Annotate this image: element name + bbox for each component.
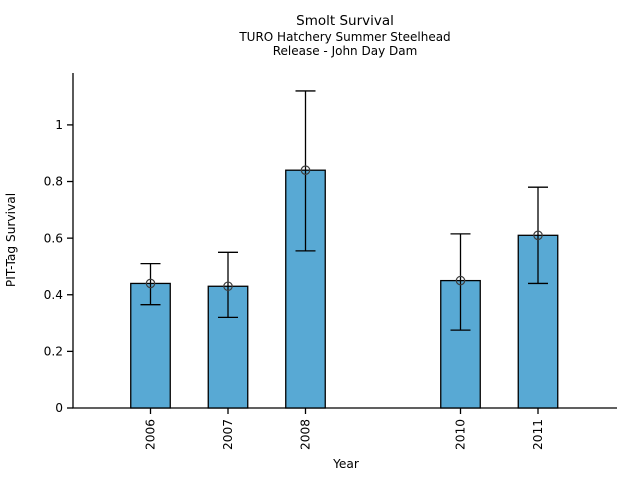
plot-area: 0 0.2 0.4 0.6 0.8 1 2006 2007 2008 2010 2011 (44, 73, 617, 450)
mean-marker-2006 (145, 278, 156, 289)
chart-subtitle-hatchery: TURO Hatchery Summer Steelhead (238, 30, 450, 44)
y-tick-label: 0 (55, 401, 63, 415)
chart-subtitle-release: Release - John Day Dam (273, 44, 418, 58)
x-tick-label-2008: 2008 (299, 419, 313, 450)
mean-marker-2007 (223, 281, 233, 292)
chart-title: Smolt Survival (296, 13, 394, 29)
x-axis-title: Year (332, 457, 360, 471)
mean-marker-2008 (300, 165, 311, 175)
mean-marker-2010 (455, 275, 466, 286)
x-tick-label-2007: 2007 (221, 419, 235, 450)
x-tick-label-2010: 2010 (454, 419, 468, 450)
x-tick-label-2011: 2011 (531, 419, 545, 450)
x-tick-label-2006: 2006 (144, 419, 158, 450)
y-tick-label: 0.4 (44, 288, 64, 302)
y-tick-label: 1 (55, 118, 63, 132)
y-tick-label: 0.6 (44, 231, 63, 245)
mean-marker-2011 (533, 230, 543, 241)
y-tick-label: 0.2 (44, 345, 63, 359)
y-tick-label: 0.8 (44, 175, 63, 189)
y-axis-title: PIT-Tag Survival (4, 193, 18, 287)
